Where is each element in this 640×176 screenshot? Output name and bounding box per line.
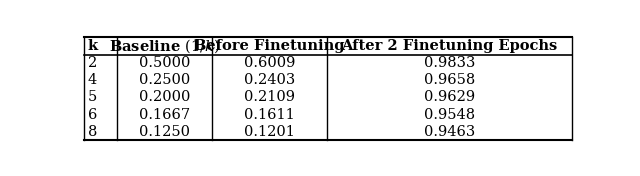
Text: 0.2109: 0.2109 — [244, 90, 295, 105]
Text: 0.5000: 0.5000 — [139, 56, 191, 70]
Text: 0.9629: 0.9629 — [424, 90, 475, 105]
Text: 4: 4 — [88, 73, 97, 87]
Text: 8: 8 — [88, 125, 97, 139]
Text: 0.2403: 0.2403 — [244, 73, 295, 87]
Text: 6: 6 — [88, 108, 97, 122]
Text: 0.9548: 0.9548 — [424, 108, 475, 122]
Text: k: k — [88, 39, 98, 53]
Text: 0.1611: 0.1611 — [244, 108, 295, 122]
Text: 0.9658: 0.9658 — [424, 73, 475, 87]
Text: 0.1201: 0.1201 — [244, 125, 295, 139]
Text: Baseline $(1/k)$: Baseline $(1/k)$ — [109, 37, 220, 55]
Text: After 2 Finetuning Epochs: After 2 Finetuning Epochs — [341, 39, 557, 53]
Text: Before Finetuning: Before Finetuning — [195, 39, 345, 53]
Text: 0.1250: 0.1250 — [140, 125, 190, 139]
Text: 0.2500: 0.2500 — [139, 73, 190, 87]
Text: 0.1667: 0.1667 — [139, 108, 190, 122]
Text: 0.2000: 0.2000 — [139, 90, 191, 105]
Text: 5: 5 — [88, 90, 97, 105]
Text: 2: 2 — [88, 56, 97, 70]
Text: 0.9463: 0.9463 — [424, 125, 475, 139]
Text: 0.6009: 0.6009 — [244, 56, 296, 70]
Text: 0.9833: 0.9833 — [424, 56, 476, 70]
